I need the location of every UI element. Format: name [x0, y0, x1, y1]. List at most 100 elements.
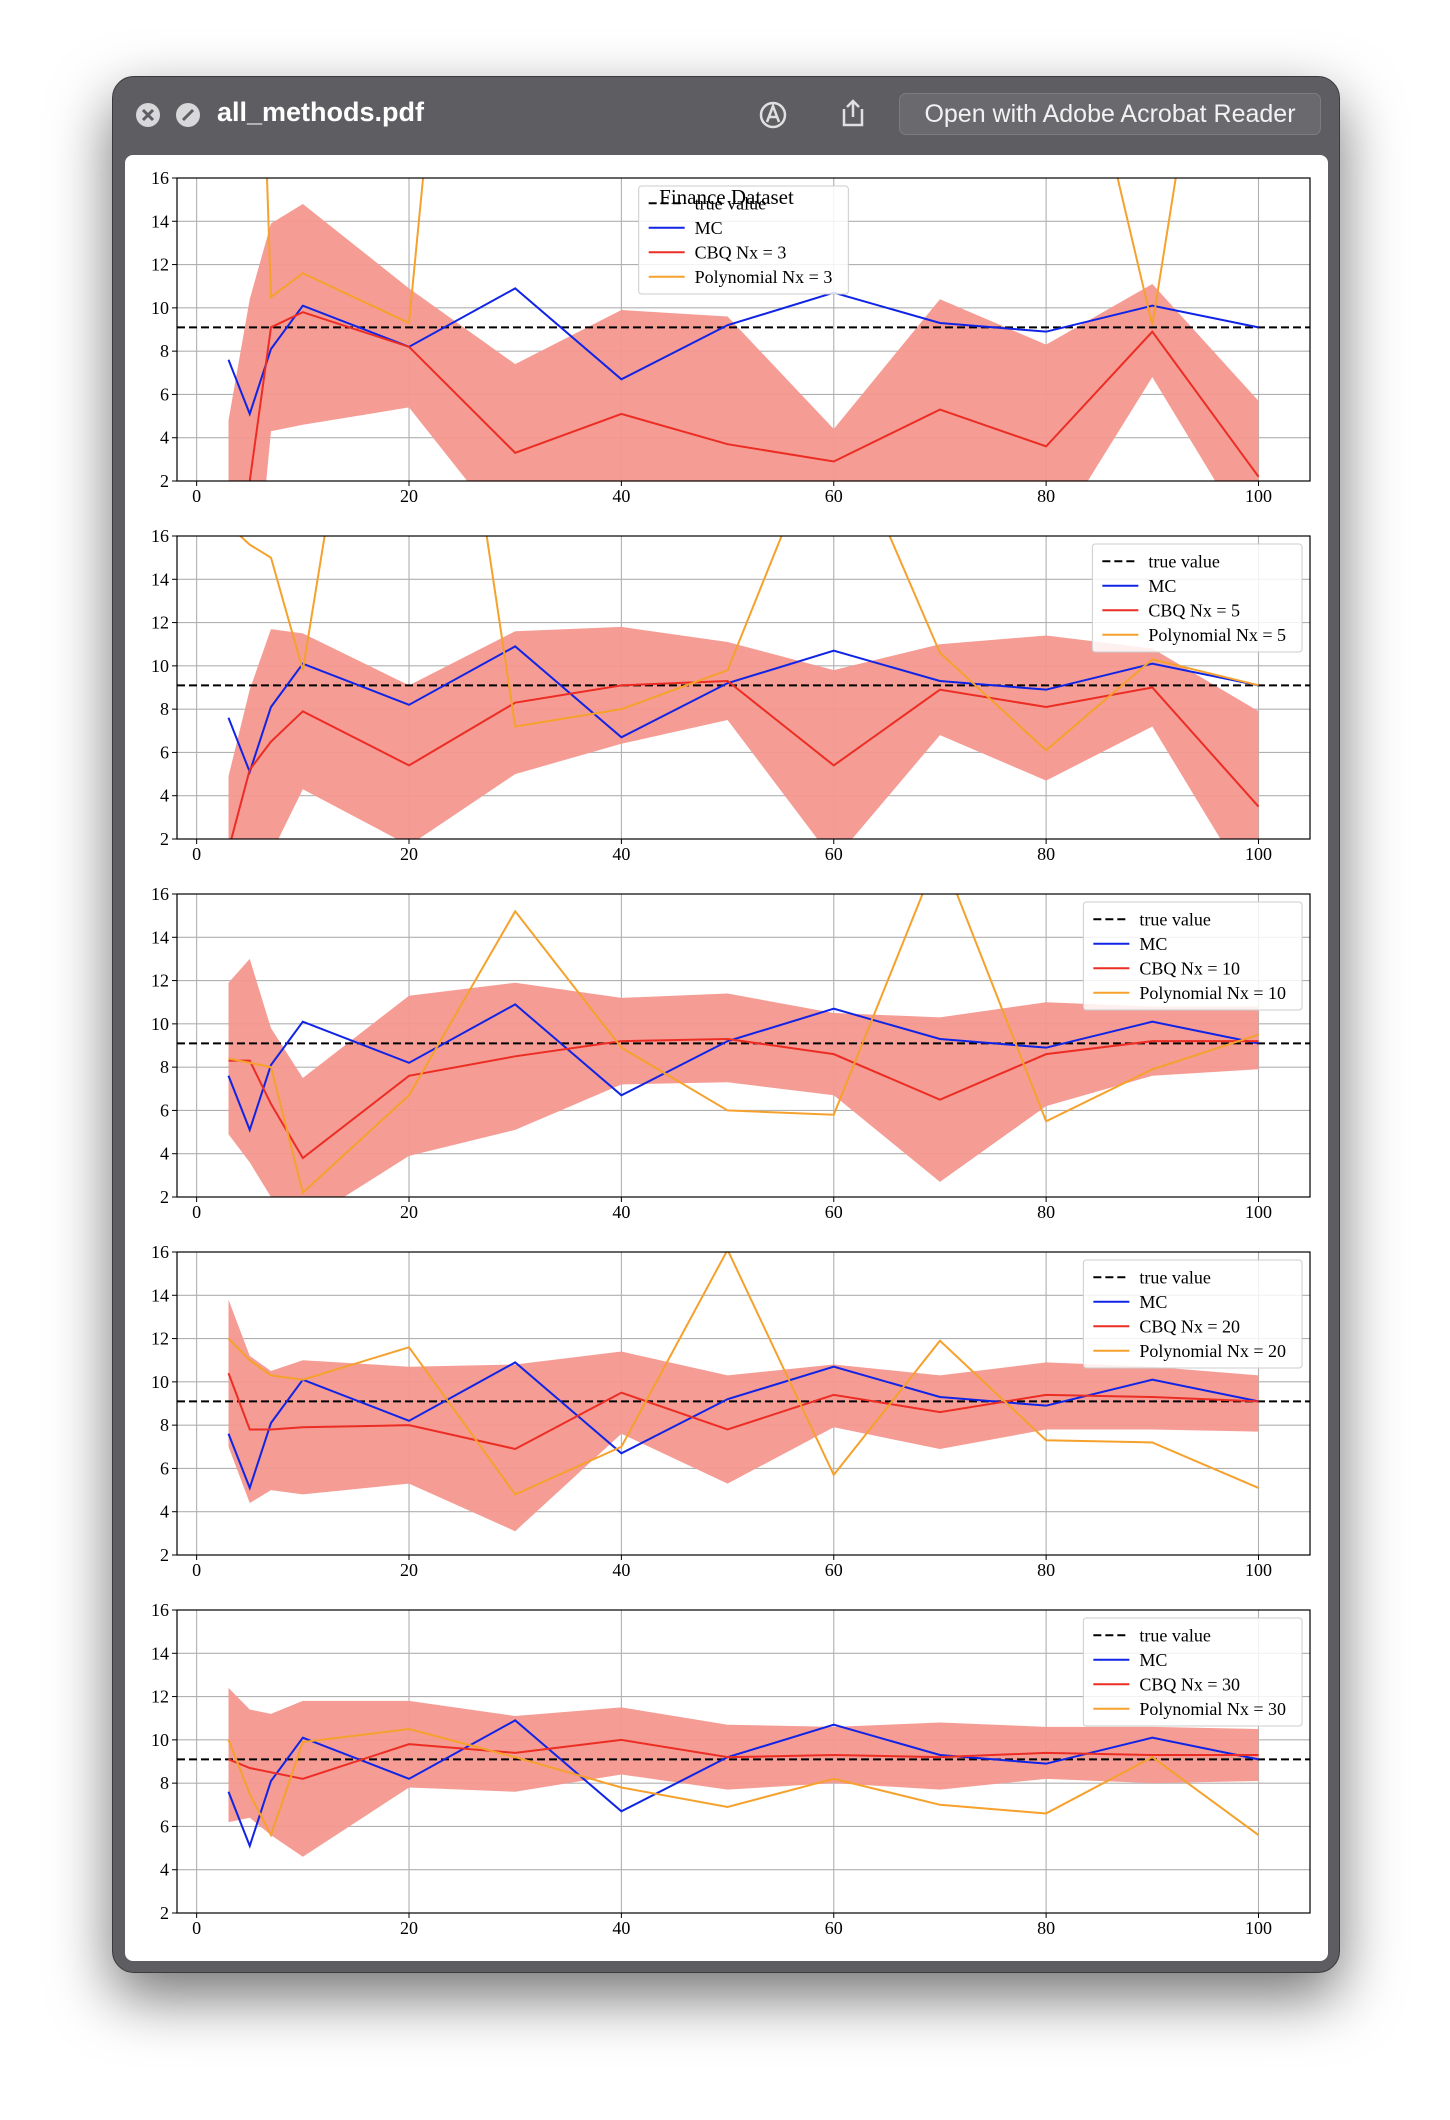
- title-bar: all_methods.pdf Open with Adobe Acrobat …: [113, 77, 1339, 153]
- y-tick-label: 14: [151, 1643, 169, 1663]
- legend-label: MC: [1139, 934, 1167, 954]
- x-tick-label: 80: [1037, 844, 1055, 864]
- series-line: [230, 679, 1260, 839]
- legend-label: CBQ Nx = 30: [1139, 1674, 1240, 1694]
- series-line: [227, 645, 1259, 775]
- markup-icon: [765, 102, 781, 123]
- pdf-page: 0 20 40 60 80 100 2 4 6 8 10 12 14 16 true value MC CBQ …: [125, 155, 1328, 1961]
- series-line: [227, 1728, 1260, 1838]
- y-tick-label: 12: [151, 971, 169, 991]
- y-tick-label: 6: [160, 1458, 169, 1478]
- y-tick-label: 12: [151, 1687, 169, 1707]
- series-line: [227, 1372, 1259, 1451]
- y-tick-label: 8: [160, 699, 169, 719]
- y-tick-label: 8: [160, 1057, 169, 1077]
- x-tick-label: 20: [400, 1560, 418, 1580]
- series-line: [227, 1252, 1259, 1496]
- series-line: [227, 287, 1259, 417]
- share-button[interactable]: [842, 99, 864, 127]
- x-tick-label: 100: [1245, 1202, 1272, 1222]
- y-tick-label: 2: [160, 471, 169, 491]
- series-line: [228, 1038, 1259, 1160]
- cbq-band: [228, 1687, 1259, 1857]
- y-tick-label: 16: [151, 168, 169, 188]
- y-tick-label: 16: [151, 884, 169, 904]
- x-tick-label: 0: [192, 844, 201, 864]
- x-tick-label: 80: [1037, 1918, 1055, 1938]
- y-tick-label: 14: [151, 927, 169, 947]
- toolbar-icons: [759, 99, 864, 129]
- y-tick-label: 8: [160, 1415, 169, 1435]
- legend-label: Polynomial Nx = 3: [695, 267, 833, 287]
- legend-label: CBQ Nx = 3: [695, 242, 787, 262]
- y-tick-label: 6: [160, 384, 169, 404]
- close-icon: [141, 108, 155, 122]
- legend-box: [1082, 1617, 1303, 1727]
- cbq-band: [228, 958, 1259, 1197]
- viewer-window: all_methods.pdf Open with Adobe Acrobat …: [112, 76, 1340, 1973]
- legend-label: true value: [1139, 1267, 1210, 1287]
- x-tick-label: 100: [1245, 486, 1272, 506]
- cbq-band: [228, 626, 1259, 839]
- legend: true value MC CBQ Nx = 10 Polynomial Nx = 1…: [1082, 901, 1303, 1011]
- y-tick-label: 10: [151, 1372, 169, 1392]
- y-tick-label: 2: [160, 1903, 169, 1923]
- legend-label: MC: [1139, 1650, 1167, 1670]
- legend-box: [1082, 1259, 1303, 1369]
- legend: true value MC CBQ Nx = 20 Polynomial Nx = 2…: [1082, 1259, 1303, 1369]
- x-tick-label: 20: [400, 1918, 418, 1938]
- legend-label: true value: [1139, 909, 1210, 929]
- cbq-band: [228, 203, 1259, 481]
- y-tick-label: 14: [151, 211, 169, 231]
- window-title: all_methods.pdf: [217, 97, 425, 127]
- x-tick-label: 20: [400, 1202, 418, 1222]
- x-tick-label: 40: [612, 1560, 630, 1580]
- x-tick-label: 0: [192, 1202, 201, 1222]
- x-tick-label: 100: [1245, 1560, 1272, 1580]
- x-tick-label: 80: [1037, 486, 1055, 506]
- x-tick-label: 40: [612, 844, 630, 864]
- legend-label: Polynomial Nx = 10: [1139, 983, 1286, 1003]
- plot-area: [177, 1687, 1310, 1857]
- cbq-band: [228, 1299, 1259, 1532]
- y-tick-label: 10: [151, 298, 169, 318]
- chart-title: Finance Dataset: [659, 185, 794, 209]
- legend-label: CBQ Nx = 10: [1139, 958, 1240, 978]
- plot-frame: [176, 893, 1311, 1198]
- x-tick-label: 20: [400, 844, 418, 864]
- y-tick-label: 10: [151, 1014, 169, 1034]
- chart: 0 20 40 60 80 100 2 4 6 8 10 12 14 16 true value MC CBQ …: [151, 1600, 1311, 1938]
- y-tick-label: 6: [160, 742, 169, 762]
- y-tick-label: 4: [160, 1502, 169, 1522]
- y-tick-label: 14: [151, 1285, 169, 1305]
- x-tick-label: 0: [192, 486, 201, 506]
- series-line: [228, 894, 1259, 1195]
- x-tick-label: 100: [1245, 1918, 1272, 1938]
- y-tick-label: 14: [151, 569, 169, 589]
- x-tick-label: 80: [1037, 1560, 1055, 1580]
- y-tick-label: 12: [151, 1329, 169, 1349]
- series-line: [227, 1003, 1259, 1133]
- x-tick-label: 60: [825, 486, 843, 506]
- y-tick-label: 12: [151, 255, 169, 275]
- legend-label: CBQ Nx = 20: [1139, 1316, 1240, 1336]
- hide-icon: [181, 108, 195, 122]
- legend: true value MC CBQ Nx = 30 Polynomial Nx = 3…: [1082, 1617, 1303, 1727]
- y-tick-label: 6: [160, 1100, 169, 1120]
- series-line: [228, 1738, 1259, 1780]
- series-line: [227, 1719, 1259, 1849]
- y-tick-label: 16: [151, 1242, 169, 1262]
- y-tick-label: 2: [160, 829, 169, 849]
- legend-label: true value: [1148, 551, 1219, 571]
- x-tick-label: 100: [1245, 844, 1272, 864]
- x-tick-label: 60: [825, 1560, 843, 1580]
- plot-area: [177, 178, 1310, 481]
- legend-label: CBQ Nx = 5: [1148, 600, 1240, 620]
- open-with-button[interactable]: Open with Adobe Acrobat Reader: [899, 93, 1321, 135]
- legend-label: true value: [1139, 1625, 1210, 1645]
- legend-label: true value: [695, 193, 766, 213]
- x-tick-label: 0: [192, 1560, 201, 1580]
- y-tick-label: 8: [160, 341, 169, 361]
- legend-box: [1082, 901, 1303, 1011]
